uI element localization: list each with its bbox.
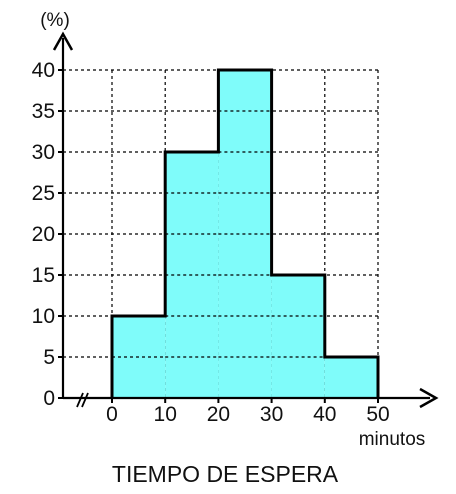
y-tick-label: 40 — [32, 59, 55, 82]
x-tick-label: 20 — [207, 403, 230, 426]
y-tick-label: 0 — [43, 387, 55, 410]
histogram-bars — [110, 68, 380, 398]
x-tick-label: 0 — [106, 403, 118, 426]
x-axis-label: minutos — [359, 429, 426, 450]
y-tick-label: 15 — [32, 264, 55, 287]
x-axis-arrow-icon — [419, 387, 439, 409]
y-tick-label: 20 — [32, 223, 55, 246]
histogram-outline — [110, 68, 380, 398]
y-tick-label: 25 — [32, 182, 55, 205]
chart-title: TIEMPO DE ESPERA — [112, 461, 339, 487]
tick-labels: 0 5 10 15 20 25 30 35 40 0 10 20 30 40 50 — [32, 59, 390, 426]
axis-break-icon — [81, 392, 89, 408]
histogram-bar — [271, 275, 325, 398]
y-tick-label: 35 — [32, 100, 55, 123]
y-axis-arrow-icon — [52, 31, 74, 51]
x-tick-label: 40 — [313, 403, 336, 426]
x-tick-label: 30 — [260, 403, 283, 426]
histogram-bar — [324, 357, 378, 398]
axes — [52, 31, 439, 409]
x-tick-label: 50 — [366, 403, 389, 426]
y-axis-label: (%) — [40, 10, 70, 31]
x-tick-label: 10 — [154, 403, 177, 426]
axis-break-icon — [76, 392, 84, 408]
y-tick-label: 10 — [32, 305, 55, 328]
y-tick-label: 30 — [32, 141, 55, 164]
y-tick-label: 5 — [43, 346, 55, 369]
